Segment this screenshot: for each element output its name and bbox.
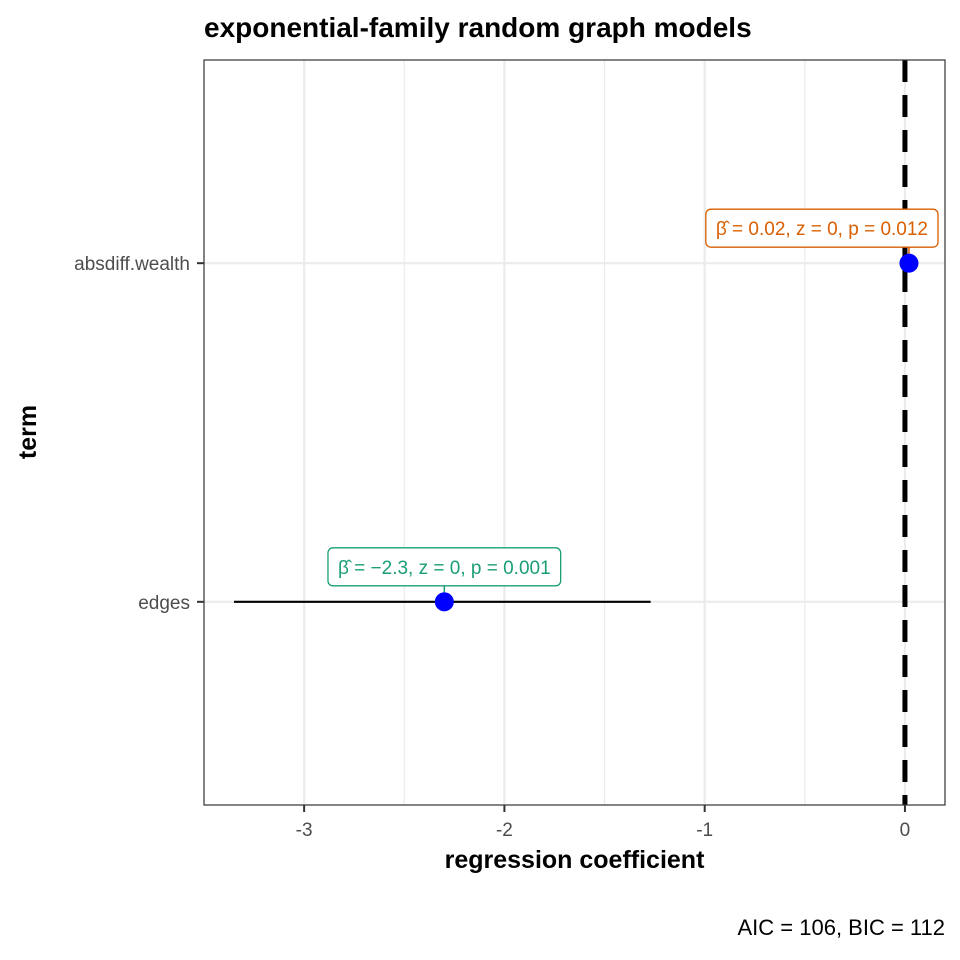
x-axis-title: regression coefficient [445, 846, 705, 874]
axes: -3 -2 -1 0 edges absdiff.wealth [74, 254, 910, 841]
x-tick-label: -2 [496, 820, 513, 841]
x-tick-label: -3 [296, 820, 313, 841]
chart-caption: AIC = 106, BIC = 112 [738, 915, 946, 940]
x-tick-label: 0 [900, 820, 911, 841]
y-tick-label: absdiff.wealth [74, 254, 190, 275]
panel-border [203, 59, 946, 806]
x-tick-label: -1 [696, 820, 713, 841]
y-axis-title: term [14, 405, 42, 459]
y-tick-label: edges [138, 593, 190, 614]
estimate-label: β̂ = −2.3, z = 0, p = 0.001 [338, 558, 551, 579]
estimate-label: β̂ = 0.02, z = 0, p = 0.012 [716, 219, 928, 240]
estimate-point [434, 592, 454, 612]
data-layer: β̂ = −2.3, z = 0, p = 0.001 β̂ = 0.02, z … [234, 208, 939, 612]
estimate-label-box [705, 208, 939, 248]
chart-title: exponential-family random graph models [204, 12, 752, 43]
estimate-point [899, 253, 919, 273]
